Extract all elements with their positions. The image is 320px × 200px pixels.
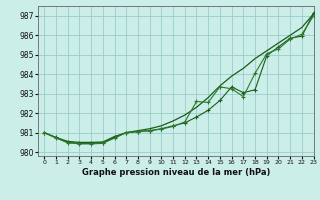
X-axis label: Graphe pression niveau de la mer (hPa): Graphe pression niveau de la mer (hPa)	[82, 168, 270, 177]
